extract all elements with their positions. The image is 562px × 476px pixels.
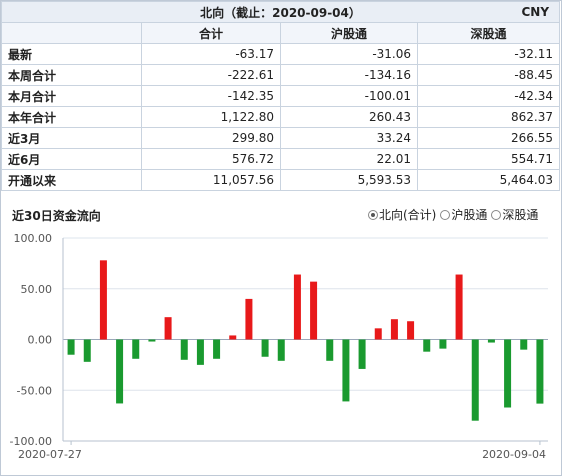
summary-table: 北向（截止：2020-09-04） CNY 合计 沪股通 深股通 最新 -63.1… [0,1,561,191]
bar [487,339,495,343]
bar [196,339,204,365]
y-tick-label: -100.00 [10,435,52,448]
column-header-shanghai: 沪股通 [280,22,418,44]
cell-value: -32.11 [416,43,561,65]
currency-label: CNY [521,5,550,19]
bar [326,339,334,361]
bar [520,339,528,350]
radio-icon[interactable] [491,209,502,220]
row-label: 最新 [1,43,142,65]
table-row: 本周合计 -222.61 -134.16 -88.45 [1,64,561,86]
cell-value: -134.16 [280,64,418,86]
x-start-label: 2020-07-27 [18,448,82,461]
bar [67,339,75,355]
chart-title: 近30日资金流向 [12,209,101,223]
row-label: 开通以来 [1,169,142,191]
cell-value: 5,464.03 [416,169,561,191]
cell-value: 554.71 [416,148,561,170]
row-label: 近3月 [1,127,142,149]
row-label: 本年合计 [1,106,142,128]
cell-value: 33.24 [280,127,418,149]
radio-selected-icon[interactable] [368,209,378,220]
bar [455,274,463,340]
cell-value: 22.01 [280,148,418,170]
table-title-cell: 北向（截止：2020-09-04） CNY [0,1,561,23]
table-row: 开通以来 11,057.56 5,593.53 5,464.03 [1,169,561,191]
table-title: 北向（截止：2020-09-04） [200,5,361,20]
cell-value: 266.55 [416,127,561,149]
row-label: 近6月 [1,148,142,170]
bar [164,317,172,340]
legend-label-shanghai: 沪股通 [451,208,488,222]
bar [504,339,512,408]
cell-value: -100.01 [280,85,418,107]
bar [439,339,447,349]
cell-value: -31.06 [280,43,418,65]
cell-value: 862.37 [416,106,561,128]
table-row: 最新 -63.17 -31.06 -32.11 [1,43,561,65]
bar [536,339,544,404]
bar [293,274,301,340]
cell-value: 299.80 [141,127,281,149]
y-tick-label: 0.00 [28,334,53,347]
table-row: 本月合计 -142.35 -100.01 -42.34 [1,85,561,107]
bar [116,339,124,404]
table-row: 近3月 299.80 33.24 266.55 [1,127,561,149]
legend-label-shenzhen: 深股通 [502,208,539,222]
legend-option-shanghai[interactable]: 沪股通 [440,206,487,223]
cell-value: -222.61 [141,64,281,86]
bar [471,339,479,421]
bar [423,339,431,352]
bar [245,298,253,340]
column-header-total: 合计 [141,22,281,44]
cell-value: -88.45 [416,64,561,86]
cell-value: 260.43 [280,106,418,128]
x-end-label: 2020-09-04 [482,448,546,461]
bar [342,339,350,402]
y-tick-label: 100.00 [14,232,53,245]
legend-option-total[interactable]: 北向(合计) [368,206,436,223]
y-tick-label: 50.00 [21,283,53,296]
bar [407,321,415,340]
bar [390,319,398,340]
bar [310,281,318,340]
y-tick-label: -50.00 [17,384,52,397]
bar [358,339,366,369]
cell-value: 5,593.53 [280,169,418,191]
cell-value: 576.72 [141,148,281,170]
legend-label-total: 北向(合计) [379,208,437,222]
bar [132,339,140,359]
legend-option-shenzhen[interactable]: 深股通 [491,206,538,223]
cell-value: -63.17 [141,43,281,65]
table-row: 本年合计 1,122.80 260.43 862.37 [1,106,561,128]
bar [99,260,107,340]
series-selector: 北向(合计) 沪股通 深股通 [368,206,542,223]
table-row: 近6月 576.72 22.01 554.71 [1,148,561,170]
cell-value: -142.35 [141,85,281,107]
bar [261,339,269,357]
row-label: 本月合计 [1,85,142,107]
bar [374,328,382,340]
column-header-shenzhen: 深股通 [416,22,561,44]
bar [277,339,285,361]
cell-value: 11,057.56 [141,169,281,191]
bar [148,339,156,342]
bar [180,339,188,360]
row-label: 本周合计 [1,64,142,86]
cell-value: -42.34 [416,85,561,107]
radio-icon[interactable] [440,209,451,220]
cell-value: 1,122.80 [141,106,281,128]
bar [83,339,91,362]
bar [213,339,221,359]
header-empty [1,22,142,44]
bar [229,335,237,340]
